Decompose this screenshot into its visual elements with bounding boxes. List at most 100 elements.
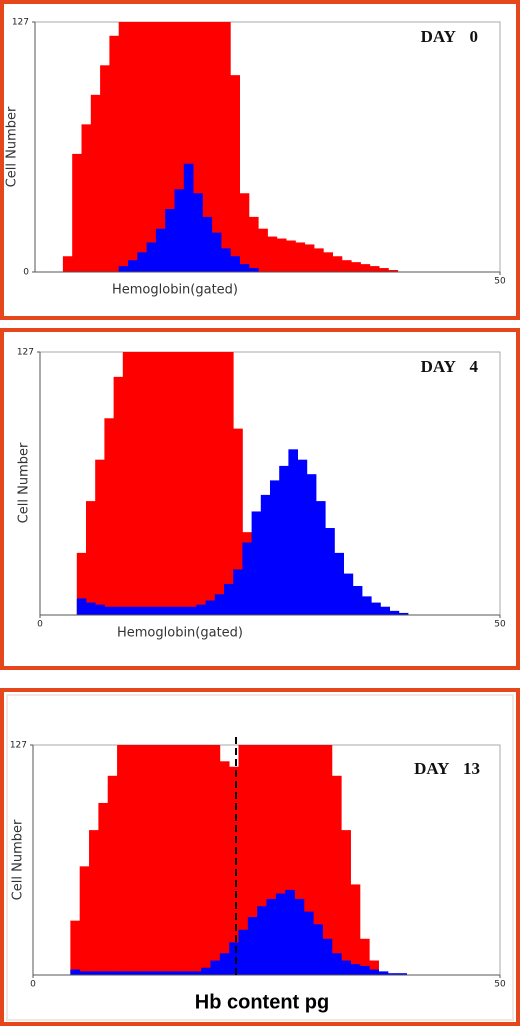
histogram-bar (322, 745, 333, 975)
histogram-bar (316, 501, 326, 615)
histogram-bar (233, 569, 243, 615)
histogram-bar (86, 501, 96, 615)
histogram-bar (128, 260, 138, 272)
histogram-bar (267, 236, 278, 272)
histogram-bar (202, 22, 213, 272)
histogram-bar (379, 268, 389, 272)
histogram-bar (378, 971, 389, 975)
histogram-bar (258, 228, 268, 272)
histogram-bar (260, 494, 271, 615)
histogram-bar (229, 766, 239, 975)
histogram-bar (334, 552, 344, 615)
x-tick-label: 50 (494, 277, 506, 287)
histogram-bar (224, 352, 234, 615)
histogram-bar (193, 22, 203, 272)
histogram-bar (285, 889, 295, 975)
histogram-bar (118, 266, 129, 272)
histogram-bar (233, 428, 243, 615)
histogram-bar (276, 238, 287, 272)
histogram-bar (178, 606, 188, 615)
histogram-bar (369, 960, 379, 975)
histogram-bar (187, 606, 197, 615)
histogram-bar (304, 244, 315, 272)
histogram-bar (141, 352, 151, 615)
histogram-bar (174, 22, 185, 272)
histogram-bar (191, 745, 202, 975)
histogram-bar (211, 232, 222, 272)
histogram-bar (118, 22, 129, 272)
histogram-bar (230, 75, 240, 273)
histogram-bar (154, 745, 165, 975)
histogram-bar (113, 606, 124, 615)
histogram-bar (126, 971, 137, 975)
panel-inner-frame (6, 694, 514, 1021)
x-axis-label: Hemoglobin(gated) (117, 626, 243, 641)
x-tick-label: 0 (37, 620, 43, 630)
histogram-bar (95, 604, 105, 615)
histogram-bar (145, 971, 155, 975)
histogram-bar (137, 22, 147, 272)
histogram-bar (95, 459, 105, 615)
histogram-bar (242, 542, 252, 615)
histogram-bar (210, 960, 221, 975)
y-tick-label: 127 (17, 348, 34, 358)
histogram-bar (350, 884, 361, 975)
histogram-bar (168, 352, 179, 615)
histogram-bar (76, 598, 87, 615)
histogram-bar (98, 802, 109, 975)
histogram-bar (362, 596, 372, 615)
histogram-bar (183, 163, 194, 272)
histogram-bar (128, 22, 138, 272)
histogram-bar (159, 352, 170, 615)
histogram-bar (341, 960, 351, 975)
histogram-bar (294, 898, 305, 975)
chart-title: DAY 0 (421, 27, 478, 46)
chart-title: DAY 4 (421, 357, 479, 376)
histogram-bar (132, 606, 142, 615)
histogram-bar (205, 352, 216, 615)
histogram-bar (369, 969, 379, 975)
histogram-bar (285, 745, 295, 975)
histogram-bar (122, 606, 133, 615)
histogram-bar (325, 528, 335, 615)
histogram-bar (247, 745, 258, 975)
histogram-bar (371, 602, 381, 615)
histogram-bar (182, 971, 193, 975)
histogram-bar (117, 971, 127, 975)
histogram-bar (146, 242, 157, 272)
histogram-bar (275, 893, 286, 975)
y-tick-label: 0 (23, 268, 29, 278)
histogram-bar (380, 606, 390, 615)
histogram-bar (86, 602, 96, 615)
histogram-bar (187, 352, 197, 615)
histogram-bar (224, 583, 234, 615)
histogram-bar (168, 606, 179, 615)
chart-title: DAY 13 (414, 759, 480, 778)
histogram-bar (341, 830, 351, 975)
histogram-bar (248, 216, 259, 272)
y-axis-label: Cell Number (11, 819, 26, 900)
histogram-bar (122, 352, 133, 615)
histogram-bar (70, 920, 81, 975)
histogram-bar (100, 65, 110, 272)
histogram-bar (388, 270, 399, 272)
histogram-bar (257, 906, 267, 975)
histogram-bar (201, 745, 211, 975)
histogram-bar (193, 193, 203, 272)
histogram-bar (205, 600, 216, 615)
histogram-bar (70, 969, 81, 975)
y-tick-label: 127 (12, 18, 29, 28)
histogram-bar (221, 22, 231, 272)
histogram-bar (202, 216, 213, 272)
histogram-bar (117, 745, 127, 975)
histogram-bar (214, 594, 225, 615)
x-tick-label: 0 (30, 980, 36, 990)
histogram-bar (219, 761, 230, 975)
histogram-bar (214, 352, 225, 615)
y-axis-label: Cell Number (17, 442, 32, 523)
histogram-bar (313, 924, 323, 975)
histogram-bar (89, 830, 99, 975)
histogram-bar (275, 745, 286, 975)
histogram-bar (183, 22, 194, 272)
